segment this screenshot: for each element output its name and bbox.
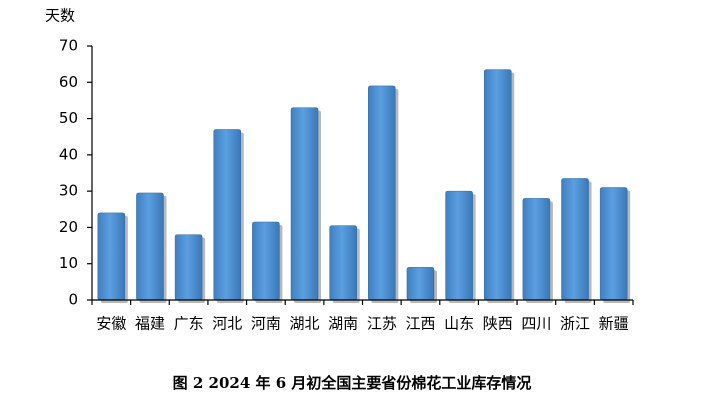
bar	[406, 267, 435, 301]
bar	[252, 221, 280, 301]
x-tick-label: 山东	[444, 315, 474, 333]
x-tick-label: 陕西	[483, 315, 513, 333]
bar	[174, 234, 203, 301]
x-tick-label: 湖南	[328, 315, 358, 333]
x-tick-label: 新疆	[599, 315, 629, 333]
x-tick-label: 江苏	[367, 315, 397, 333]
y-tick-label: 60	[59, 73, 78, 91]
y-tick-label: 50	[59, 109, 78, 127]
bar	[561, 178, 589, 301]
x-tick-label: 河南	[251, 315, 281, 333]
y-tick-label: 70	[59, 37, 78, 55]
bar	[329, 225, 357, 301]
bar	[136, 192, 164, 301]
x-tick-label: 广东	[174, 315, 204, 333]
bar	[213, 129, 242, 301]
y-axis-label: 天数	[45, 7, 75, 25]
x-tick-label: 河北	[212, 315, 242, 333]
x-tick-label: 浙江	[560, 315, 590, 333]
bar	[599, 187, 628, 301]
x-tick-label: 福建	[135, 315, 165, 333]
x-tick-label: 江西	[405, 315, 435, 333]
y-tick-label: 30	[59, 182, 78, 200]
bar	[97, 212, 126, 301]
y-tick-label: 0	[68, 291, 78, 309]
bar	[483, 69, 512, 301]
x-tick-label: 湖北	[290, 315, 320, 333]
bar	[445, 190, 473, 301]
bar	[290, 107, 319, 301]
x-tick-label: 安徽	[96, 315, 126, 333]
bar	[368, 85, 396, 301]
bar	[522, 198, 551, 301]
y-tick-label: 20	[59, 218, 78, 236]
y-tick-label: 10	[59, 254, 78, 272]
x-tick-label: 四川	[521, 315, 551, 333]
y-tick-label: 40	[59, 145, 78, 163]
chart-caption: 图 2 2024 年 6 月初全国主要省份棉花工业库存情况	[173, 374, 532, 392]
